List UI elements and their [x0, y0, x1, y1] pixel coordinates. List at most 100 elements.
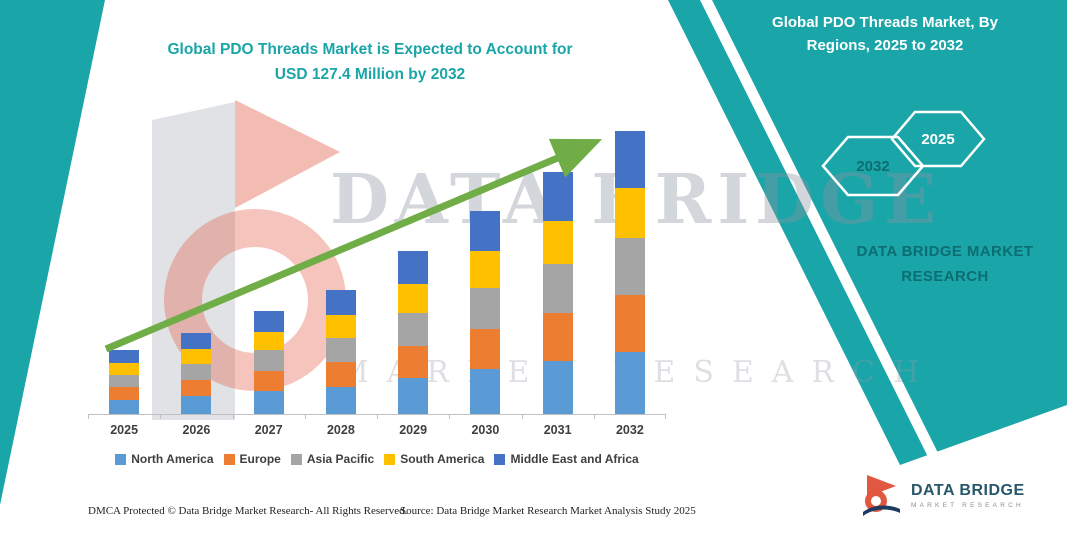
x-label-2029: 2029	[377, 415, 449, 437]
bar-segment	[542, 220, 573, 265]
bar-segment	[325, 362, 356, 387]
bar-segment	[398, 284, 429, 314]
legend-label: North America	[131, 452, 214, 466]
bar-slot-2025	[88, 115, 160, 414]
bar-segment	[253, 349, 284, 371]
bar-segment	[253, 311, 284, 332]
logo-tagline: MARKET RESEARCH	[911, 502, 1024, 510]
bar-segment	[325, 386, 356, 414]
stacked-bar-2025	[109, 350, 140, 414]
x-label-2027: 2027	[232, 415, 305, 437]
bar-slot-2027	[233, 115, 305, 414]
company-logo: DATA BRIDGE MARKET RESEARCH	[860, 474, 1025, 518]
bar-segment	[470, 287, 501, 329]
bar-slot-2029	[377, 115, 449, 414]
bar-segment	[470, 251, 501, 288]
bar-slot-2028	[305, 115, 377, 414]
x-label-2032: 2032	[593, 415, 666, 437]
stacked-bar-2027	[253, 311, 284, 414]
legend-swatch	[115, 453, 127, 465]
bar-segment	[398, 378, 429, 414]
bar-segment	[181, 396, 212, 414]
band-white-stripe	[700, 0, 978, 533]
bar-segment	[614, 187, 645, 239]
bar-segment	[398, 313, 429, 346]
legend-item: Asia Pacific	[290, 452, 375, 466]
dmca-note: DMCA Protected © Data Bridge Market Rese…	[88, 505, 408, 517]
plot-area	[88, 115, 666, 415]
legend-label: Asia Pacific	[306, 452, 375, 466]
chart-title: Global PDO Threads Market is Expected to…	[167, 41, 573, 83]
x-label-2030: 2030	[449, 415, 521, 437]
year-hexagons: 2032 2025	[821, 110, 986, 197]
bar-segment	[325, 315, 356, 338]
bar-segment	[109, 350, 140, 364]
bar-slot-2030	[449, 115, 521, 414]
company-logo-icon	[863, 475, 900, 516]
bar-segment	[398, 345, 429, 379]
bar-segment	[109, 387, 140, 400]
source-note: Source: Data Bridge Market Research Mark…	[400, 505, 696, 517]
chart-legend: North America Europe Asia Pacific South Ame…	[88, 452, 666, 466]
bar-segment	[325, 337, 356, 363]
legend-label: South America	[400, 452, 485, 466]
bar-segment	[181, 380, 212, 397]
bar-segment	[181, 333, 212, 350]
hexagon-2025-icon	[890, 110, 986, 168]
hexagon-year-end: 2025	[921, 131, 954, 148]
bar-segment	[470, 328, 501, 370]
hexagon-year-start: 2032	[856, 158, 889, 175]
stacked-bar-2031	[542, 172, 573, 414]
bar-segment	[253, 331, 284, 350]
x-label-2028: 2028	[304, 415, 377, 437]
logo-swoosh	[863, 505, 900, 516]
bar-segment	[542, 264, 573, 313]
bar-segment	[614, 295, 645, 352]
bar-segment	[470, 210, 501, 252]
legend-swatch	[384, 453, 396, 465]
x-axis-labels: 2025 2026 2027 2028 2029 2030 2031 2032	[88, 415, 666, 437]
legend-item: Europe	[223, 452, 281, 466]
bar-segment	[181, 363, 212, 381]
bar-slot-2031	[522, 115, 594, 414]
x-label-2031: 2031	[521, 415, 594, 437]
bar-segment	[253, 370, 284, 392]
stacked-bar-2026	[181, 333, 212, 414]
bar-segment	[614, 130, 645, 188]
stacked-bar-2032	[614, 130, 645, 414]
bar-segment	[470, 369, 501, 414]
legend-item: South America	[384, 452, 484, 466]
bar-segment	[542, 360, 573, 414]
x-label-2025: 2025	[88, 415, 160, 437]
bar-slot-2026	[160, 115, 232, 414]
bar-segment	[181, 349, 212, 364]
stacked-bar-2029	[398, 251, 429, 414]
bar-segment	[542, 172, 573, 221]
x-label-2026: 2026	[160, 415, 232, 437]
legend-label: Middle East and Africa	[510, 452, 639, 466]
left-teal-triangle	[0, 0, 105, 505]
logo-name: DATA BRIDGE	[911, 482, 1025, 500]
bar-segment	[325, 290, 356, 316]
bar-segment	[614, 351, 645, 414]
bar-segment	[109, 400, 140, 414]
bar-segment	[542, 312, 573, 361]
banner-title: Global PDO Threads Market, By Regions, 2…	[772, 14, 998, 54]
stacked-bar-2028	[325, 290, 356, 414]
legend-label: Europe	[239, 452, 281, 466]
stacked-bar-2030	[470, 210, 501, 414]
bar-segment	[253, 391, 284, 414]
legend-swatch	[290, 453, 302, 465]
stacked-bar-chart: 2025 2026 2027 2028 2029 2030 2031 2032	[88, 115, 666, 437]
logo-text-block: DATA BRIDGE MARKET RESEARCH	[911, 482, 1025, 510]
bar-segment	[109, 374, 140, 388]
bar-slot-2032	[594, 115, 666, 414]
bar-segment	[614, 238, 645, 296]
legend-item: Middle East and Africa	[494, 452, 639, 466]
bar-segment	[398, 251, 429, 285]
legend-item: North America	[115, 452, 214, 466]
legend-swatch	[494, 453, 506, 465]
bar-segment	[109, 363, 140, 375]
